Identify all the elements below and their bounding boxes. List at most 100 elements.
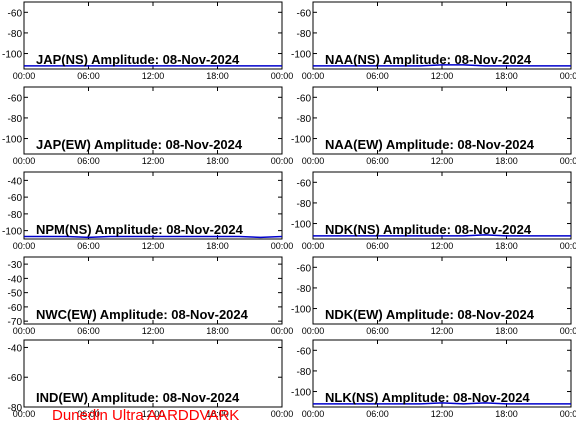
y-tick-label: -60 [297,263,312,274]
y-tick-label: -60 [8,93,23,104]
plot-frame [312,86,572,155]
x-tick-label: 12:00 [431,326,454,336]
chart-title: IND(EW) Amplitude: 08-Nov-2024 [36,390,240,405]
plot-frame [23,339,283,408]
chart-title: NWC(EW) Amplitude: 08-Nov-2024 [36,307,249,322]
y-tick-label: -80 [297,199,312,210]
x-tick-label: 06:00 [366,241,389,251]
x-tick-label: 12:00 [431,71,454,81]
y-tick-label: -100 [291,135,311,146]
x-tick-label: 12:00 [142,326,165,336]
y-tick-label: -60 [297,178,312,189]
y-tick-label: -100 [291,50,311,61]
chart-panel: -60-80-10000:0006:0012:0018:0000:00NAA(N… [291,1,576,81]
chart-panel: -60-80-10000:0006:0012:0018:0000:00NDK(E… [291,256,576,336]
x-tick-label: 00:00 [302,71,325,81]
amplitude-trace [313,234,571,237]
y-tick-label: -80 [297,29,312,40]
chart-panel: -60-80-10000:0006:0012:0018:0000:00NLK(N… [291,339,576,419]
x-tick-label: 00:00 [302,241,325,251]
y-tick-label: -60 [297,346,312,357]
x-tick-label: 06:00 [77,409,100,419]
x-tick-label: 00:00 [560,326,576,336]
y-tick-label: -80 [8,114,23,125]
y-tick-label: -100 [2,50,22,61]
plot-frame [312,339,572,408]
chart-title: NLK(NS) Amplitude: 08-Nov-2024 [325,390,530,405]
y-tick-label: -80 [8,210,23,221]
x-tick-label: 00:00 [271,409,294,419]
x-tick-label: 18:00 [495,156,518,166]
y-tick-label: -60 [297,93,312,104]
y-tick-label: -80 [297,367,312,378]
y-tick-label: -40 [8,343,23,354]
y-tick-label: -100 [291,388,311,399]
x-tick-label: 00:00 [302,156,325,166]
chart-title: JAP(NS) Amplitude: 08-Nov-2024 [36,52,240,67]
y-tick-label: -100 [2,227,22,238]
plot-frame [23,1,283,70]
x-tick-label: 18:00 [206,409,229,419]
chart-title: NAA(EW) Amplitude: 08-Nov-2024 [325,137,535,152]
plot-frame [312,256,572,325]
y-tick-label: -60 [297,8,312,19]
x-tick-label: 12:00 [431,409,454,419]
amplitude-trace [313,64,571,67]
y-tick-label: -80 [297,114,312,125]
chart-panel: -60-80-10000:0006:0012:0018:0000:00NAA(E… [291,86,576,166]
y-tick-label: -60 [8,373,23,384]
x-tick-label: 06:00 [366,71,389,81]
y-tick-label: -80 [297,284,312,295]
x-tick-label: 00:00 [302,326,325,336]
x-tick-label: 00:00 [13,241,36,251]
chart-title: JAP(EW) Amplitude: 08-Nov-2024 [36,137,243,152]
x-tick-label: 00:00 [13,156,36,166]
x-tick-label: 00:00 [560,409,576,419]
y-tick-label: -30 [8,260,23,271]
y-tick-label: -80 [8,29,23,40]
x-tick-label: 12:00 [142,241,165,251]
x-tick-label: 06:00 [77,241,100,251]
amplitude-trace [24,235,283,239]
x-tick-label: 18:00 [495,326,518,336]
y-tick-label: -100 [2,135,22,146]
x-tick-label: 00:00 [271,241,294,251]
y-tick-label: -100 [291,305,311,316]
y-tick-label: -70 [8,317,23,328]
plot-frame [312,1,572,70]
y-tick-label: -60 [8,193,23,204]
x-tick-label: 06:00 [77,71,100,81]
x-tick-label: 06:00 [366,156,389,166]
x-tick-label: 00:00 [13,71,36,81]
x-tick-label: 12:00 [142,71,165,81]
y-tick-label: -50 [8,289,23,300]
x-tick-label: 18:00 [206,156,229,166]
x-tick-label: 18:00 [206,71,229,81]
x-tick-label: 00:00 [302,409,325,419]
chart-panel: -60-80-10000:0006:0012:0018:0000:00NDK(N… [291,171,576,251]
x-tick-label: 06:00 [77,156,100,166]
x-tick-label: 00:00 [560,241,576,251]
plot-frame [312,171,572,240]
footer-label: Dunedin Ultra AARDDVARK [52,407,240,424]
x-tick-label: 12:00 [431,241,454,251]
amplitude-trace [313,402,571,405]
x-tick-label: 00:00 [271,71,294,81]
x-tick-label: 00:00 [560,71,576,81]
x-tick-label: 06:00 [77,326,100,336]
y-tick-label: -40 [8,274,23,285]
x-tick-label: 12:00 [142,409,165,419]
y-tick-label: -80 [8,403,23,414]
x-tick-label: 06:00 [366,326,389,336]
x-tick-label: 18:00 [495,241,518,251]
plot-frame [23,256,283,325]
x-tick-label: 06:00 [366,409,389,419]
chart-title: NAA(NS) Amplitude: 08-Nov-2024 [325,52,532,67]
x-tick-label: 00:00 [271,326,294,336]
x-tick-label: 00:00 [271,156,294,166]
